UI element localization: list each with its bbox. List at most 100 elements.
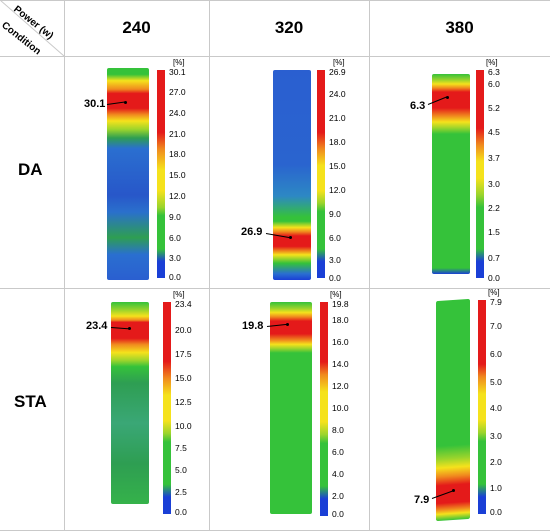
- colorbar-tick: 10.0: [332, 403, 349, 413]
- colorbar-tick: 30.1: [169, 67, 186, 77]
- colorbar-tick: 23.4: [175, 299, 192, 309]
- colorbar-tick: 6.0: [332, 447, 344, 457]
- colorbar-tick: 2.2: [488, 203, 500, 213]
- colorbar-tick: 21.0: [329, 113, 346, 123]
- colorbar-tick: 0.0: [329, 273, 341, 283]
- max-strain-point: [128, 327, 131, 330]
- colorbar-tick: 24.0: [329, 89, 346, 99]
- colorbar-tick: 4.0: [490, 403, 502, 413]
- column-header-320: 320: [274, 18, 304, 37]
- colorbar-tick: 24.0: [169, 108, 186, 118]
- colorbar-tick: 5.0: [490, 377, 502, 387]
- colorbar-gradient: [163, 302, 171, 514]
- grid-line: [64, 0, 65, 531]
- max-strain-callout: 30.1: [84, 98, 106, 110]
- max-strain-callout: 19.8: [242, 320, 264, 332]
- colorbar-gradient: [317, 70, 325, 278]
- corner-diagonal: [0, 0, 65, 57]
- colorbar-gradient: [476, 70, 484, 278]
- colorbar-tick: 19.8: [332, 299, 349, 309]
- colorbar-tick: 4.5: [488, 127, 500, 137]
- colorbar-tick: 3.0: [490, 431, 502, 441]
- colorbar-tick: 0.0: [488, 273, 500, 283]
- colorbar-tick: 0.0: [175, 507, 187, 517]
- colorbar-tick: 27.0: [169, 87, 186, 97]
- max-strain-callout: 23.4: [86, 320, 108, 332]
- colorbar-tick: 12.0: [332, 381, 349, 391]
- colorbar-unit: [%]: [173, 290, 185, 299]
- grid-line: [0, 288, 550, 289]
- colorbar-sta-320: [%] 19.8 18.0 16.0 14.0 12.0 10.0 8.0 6.…: [320, 290, 368, 519]
- colorbar-tick: 7.9: [490, 297, 502, 307]
- grid-line: [369, 0, 370, 531]
- colorbar-da-380: [%] 6.3 6.0 5.2 4.5 3.7 3.0 2.2 1.5 0.7 …: [476, 58, 524, 283]
- strain-specimen-sta-240: [111, 302, 149, 504]
- max-strain-point: [124, 101, 127, 104]
- colorbar-tick: 18.0: [169, 149, 186, 159]
- row-label-da: DA: [18, 160, 43, 179]
- colorbar-unit: [%]: [333, 58, 345, 67]
- colorbar-tick: 7.5: [175, 443, 187, 453]
- colorbar-tick: 8.0: [332, 425, 344, 435]
- colorbar-tick: 12.0: [329, 185, 346, 195]
- colorbar-da-320: [%] 26.9 24.0 21.0 18.0 15.0 12.0 9.0 6.…: [317, 58, 365, 283]
- colorbar-tick: 7.0: [490, 321, 502, 331]
- colorbar-tick: 15.0: [329, 161, 346, 171]
- colorbar-tick: 12.0: [169, 191, 186, 201]
- max-strain-callout: 7.9: [414, 494, 430, 506]
- grid-line: [209, 0, 210, 531]
- strain-specimen-da-380: [432, 74, 470, 274]
- colorbar-tick: 16.0: [332, 337, 349, 347]
- max-strain-point: [452, 489, 455, 492]
- colorbar-gradient: [320, 302, 328, 516]
- max-strain-point: [446, 96, 449, 99]
- strain-specimen-sta-320: [270, 302, 312, 514]
- colorbar-tick: 6.0: [329, 233, 341, 243]
- max-strain-point: [289, 236, 292, 239]
- colorbar-tick: 3.7: [488, 153, 500, 163]
- colorbar-tick: 0.0: [169, 272, 181, 282]
- colorbar-tick: 20.0: [175, 325, 192, 335]
- grid-line: [0, 0, 550, 1]
- colorbar-tick: 12.5: [175, 397, 192, 407]
- colorbar-tick: 0.0: [332, 509, 344, 519]
- colorbar-tick: 3.0: [169, 253, 181, 263]
- strain-specimen-da-320: [273, 70, 311, 280]
- row-label-sta: STA: [14, 392, 47, 411]
- colorbar-unit: [%]: [488, 288, 500, 297]
- strain-specimen-sta-380: [436, 298, 470, 522]
- colorbar-tick: 2.5: [175, 487, 187, 497]
- colorbar-tick: 5.0: [175, 465, 187, 475]
- colorbar-sta-380: [%] 7.9 7.0 6.0 5.0 4.0 3.0 2.0 1.0 0.0: [478, 288, 526, 518]
- strain-specimen-da-240: [107, 68, 149, 280]
- max-strain-point: [286, 323, 289, 326]
- colorbar-tick: 2.0: [332, 491, 344, 501]
- colorbar-tick: 2.0: [490, 457, 502, 467]
- colorbar-tick: 6.3: [488, 67, 500, 77]
- colorbar-da-240: [%] 30.1 27.0 24.0 21.0 18.0 15.0 12.0 9…: [157, 58, 205, 282]
- column-header-380: 380: [445, 18, 474, 37]
- colorbar-tick: 6.0: [490, 349, 502, 359]
- column-header-240: 240: [122, 18, 151, 37]
- max-strain-callout: 6.3: [410, 100, 426, 112]
- colorbar-tick: 10.0: [175, 421, 192, 431]
- colorbar-tick: 5.2: [488, 103, 500, 113]
- colorbar-unit: [%]: [330, 290, 342, 299]
- colorbar-tick: 0.7: [488, 253, 500, 263]
- grid-line: [0, 56, 550, 57]
- colorbar-tick: 6.0: [488, 79, 500, 89]
- colorbar-tick: 0.0: [490, 507, 502, 517]
- colorbar-unit: [%]: [486, 58, 498, 67]
- colorbar-tick: 17.5: [175, 349, 192, 359]
- colorbar-gradient: [157, 70, 165, 278]
- colorbar-tick: 18.0: [332, 315, 349, 325]
- colorbar-tick: 4.0: [332, 469, 344, 479]
- colorbar-tick: 1.5: [488, 227, 500, 237]
- colorbar-tick: 15.0: [169, 170, 186, 180]
- colorbar-tick: 3.0: [488, 179, 500, 189]
- colorbar-tick: 21.0: [169, 129, 186, 139]
- colorbar-tick: 14.0: [332, 359, 349, 369]
- colorbar-unit: [%]: [173, 58, 185, 67]
- colorbar-tick: 15.0: [175, 373, 192, 383]
- colorbar-tick: 6.0: [169, 233, 181, 243]
